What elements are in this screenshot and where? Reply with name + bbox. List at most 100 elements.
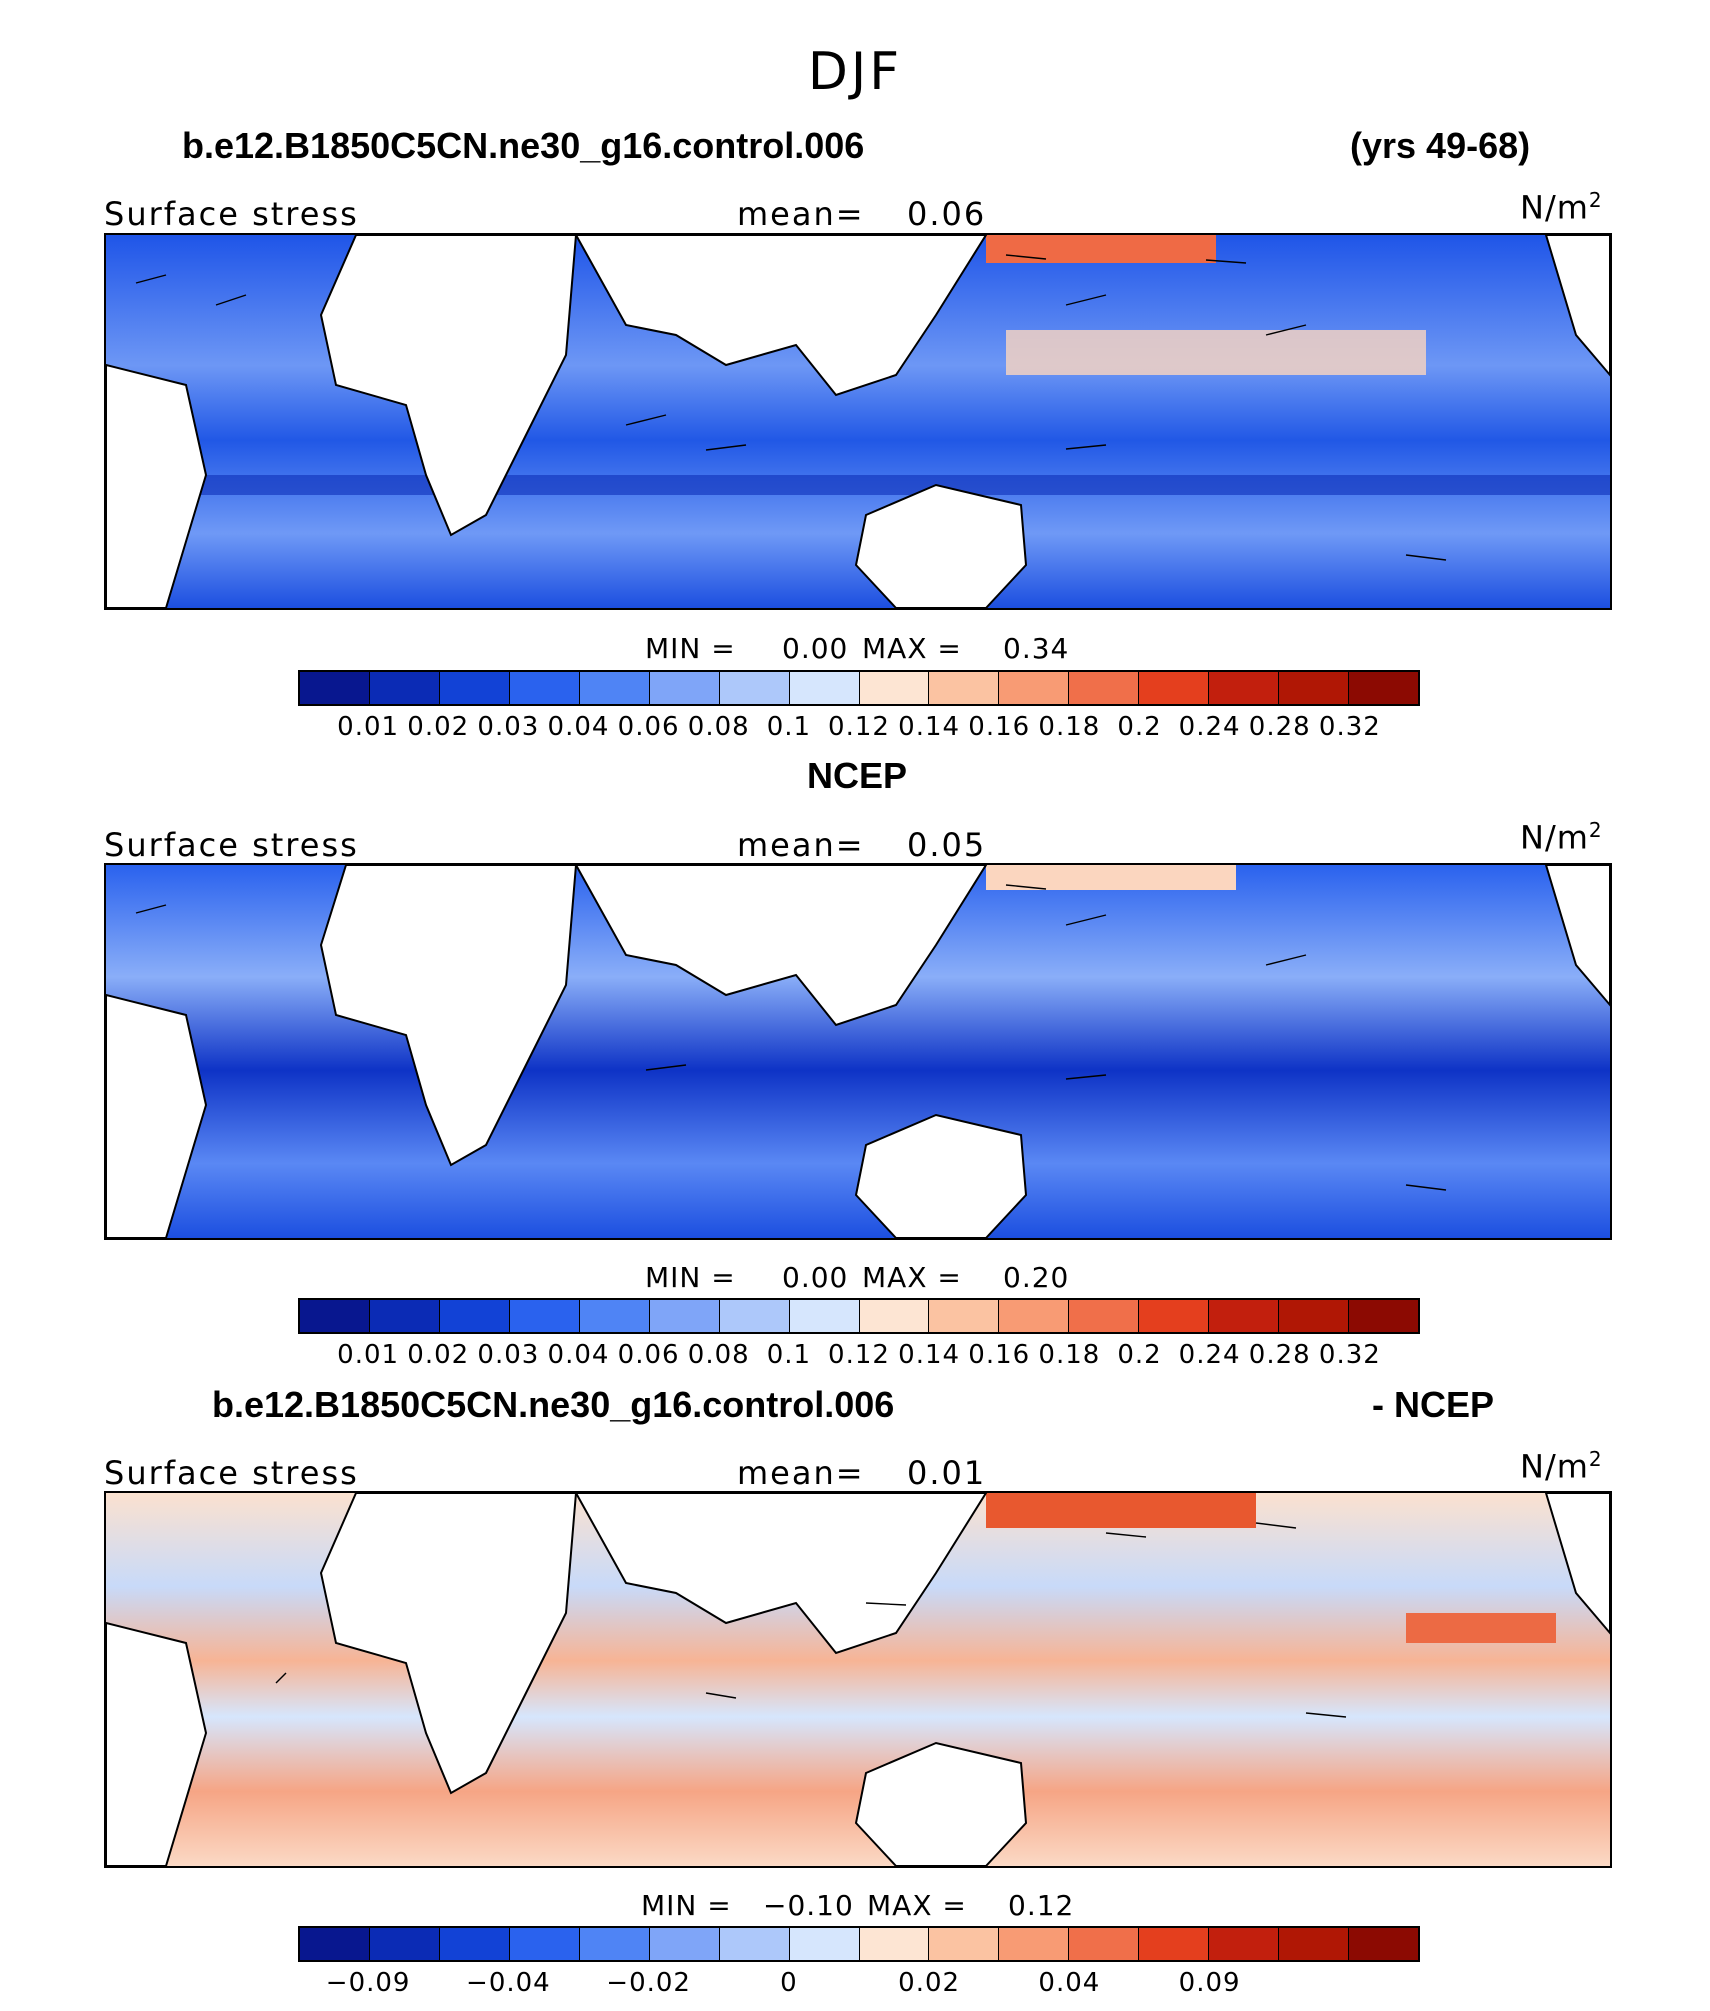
colorbar-box [1069,1300,1140,1332]
colorbar-tick-label: 0.04 [547,712,610,742]
panel3-colorbar [298,1926,1420,1962]
vector [1305,1712,1347,1718]
figure-title: DJF [807,42,903,102]
colorbar-box [1349,672,1418,704]
panel2-max-value: 0.20 [1003,1261,1070,1294]
colorbar-tick-label: 0.32 [1318,712,1381,742]
colorbar-box [859,672,930,704]
panel3-units: N/m2 [1520,1447,1603,1486]
colorbar-tick-label: 0.24 [1178,712,1241,742]
colorbar-tick-label: 0.04 [1038,1968,1101,1998]
vector [1265,324,1307,336]
colorbar-tick-label: 0.24 [1178,1340,1241,1370]
vector [135,274,167,284]
south-america-east [106,1621,208,1866]
colorbar-tick-label: 0.03 [477,1340,540,1370]
colorbar-box [1279,1300,1350,1332]
panel2-map-svg [106,865,1610,1238]
colorbar-tick-label: 0.14 [898,1340,961,1370]
vector [705,444,747,451]
panel3-colorbar-ticks: −0.09 −0.04 −0.02 0 0.02 0.04 0.09 [0,1968,1710,2004]
panel3-variable-label: Surface stress [104,1454,359,1492]
panel1-case-title: b.e12.B1850C5CN.ne30_g16.control.006 [182,125,865,166]
panel1-map [104,233,1612,610]
africa [319,235,578,537]
colorbar-box [1069,1928,1140,1960]
panel2-colorbar-ticks: 0.01 0.02 0.03 0.04 0.06 0.08 0.1 0.12 0.14 0.16 0… [0,1340,1710,1376]
trade-wind-region [1006,330,1426,375]
panel2-colorbar [298,1298,1420,1334]
wind-vectors [135,254,1447,561]
colorbar-tick-label: 0.08 [687,712,750,742]
vector [1065,1074,1107,1080]
americas-west [1544,1493,1610,1635]
colorbar-box [1279,1928,1350,1960]
colorbar-box [789,1928,860,1960]
wind-vectors [275,1522,1347,1718]
panel1-mean-label: mean= [737,195,865,233]
colorbar-box [300,1928,370,1960]
land-masses [106,865,1610,1238]
colorbar-box [929,1928,1000,1960]
colorbar-tick-label: 0.04 [547,1340,610,1370]
colorbar-box [789,1300,860,1332]
eurasia [574,235,988,397]
panel2-min-value: 0.00 [782,1261,849,1294]
panel2-mean-value: 0.05 [907,826,987,864]
colorbar-tick-label: 0.2 [1117,712,1162,742]
panel3-diff-suffix: - NCEP [1372,1384,1495,1425]
panel3-case-title: b.e12.B1850C5CN.ne30_g16.control.006 [212,1384,895,1425]
vector [135,904,167,914]
colorbar-tick-label: 0.16 [968,1340,1031,1370]
panel1-colorbar-ticks: 0.01 0.02 0.03 0.04 0.06 0.08 0.1 0.12 0.14 0.16 0… [0,712,1710,748]
colorbar-tick-label: 0.12 [828,712,890,742]
vector [1205,259,1247,264]
colorbar-box [300,672,370,704]
panel1-map-svg [106,235,1610,608]
panel3-map [104,1491,1612,1868]
vector [1005,254,1047,260]
colorbar-box [719,672,790,704]
vector [625,414,667,426]
panel2-min-label: MIN = [645,1261,736,1294]
colorbar-box [1139,672,1210,704]
midlat-band [106,475,1610,495]
colorbar-tick-label: −0.02 [606,1968,691,1998]
colorbar-box [1209,1928,1280,1960]
colorbar-box [509,1928,580,1960]
colorbar-tick-label: 0.32 [1318,1340,1381,1370]
panel1-variable-label: Surface stress [104,195,359,233]
australia [854,483,1028,608]
colorbar-tick-label: 0.02 [898,1968,961,1998]
eurasia [574,1493,988,1655]
colorbar-tick-label: 0.02 [407,712,470,742]
colorbar-box [369,1928,440,1960]
colorbar-box [509,1300,580,1332]
colorbar-tick-label: 0.16 [968,712,1031,742]
australia [854,1113,1028,1238]
vector [1065,444,1107,450]
vector [1405,554,1447,561]
colorbar-box [509,672,580,704]
panel2-mean-label: mean= [737,826,865,864]
colorbar-box [789,672,860,704]
vector [1005,884,1047,890]
high-stress-region [986,235,1216,263]
vector [1255,1522,1297,1529]
colorbar-box [859,1300,930,1332]
vector [1065,294,1107,306]
colorbar-box [999,1928,1070,1960]
colorbar-box [439,672,510,704]
vector [1065,914,1107,926]
colorbar-box [1349,1300,1418,1332]
colorbar-box [719,1300,790,1332]
colorbar-tick-label: 0.08 [687,1340,750,1370]
colorbar-box [300,1300,370,1332]
colorbar-box [1349,1928,1418,1960]
land-masses [106,235,1610,608]
panel1-units: N/m2 [1520,188,1603,227]
colorbar-box [1209,1300,1280,1332]
panel1-mean-value: 0.06 [907,195,987,233]
vector [215,294,247,306]
panel3-max-value: 0.12 [1008,1889,1075,1922]
